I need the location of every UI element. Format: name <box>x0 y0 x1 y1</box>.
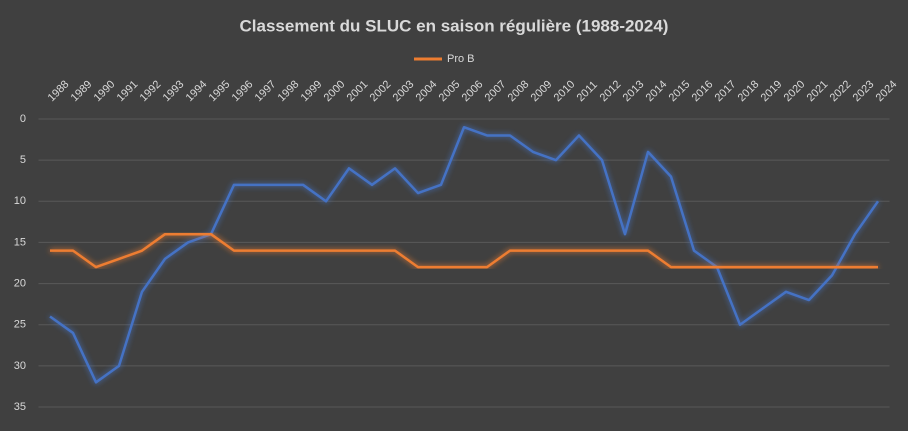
y-tick-label: 30 <box>14 360 26 372</box>
y-tick-label: 5 <box>20 154 26 166</box>
legend-label: Pro B <box>447 53 475 65</box>
y-tick-label: 35 <box>14 401 26 413</box>
y-tick-label: 20 <box>14 277 26 289</box>
y-tick-label: 25 <box>14 319 26 331</box>
series-line <box>50 232 878 269</box>
y-tick-label: 15 <box>14 236 26 248</box>
y-tick-label: 0 <box>20 113 26 125</box>
chart-title: Classement du SLUC en saison régulière (… <box>240 16 669 35</box>
series-line <box>49 125 880 384</box>
y-tick-label: 10 <box>14 195 26 207</box>
